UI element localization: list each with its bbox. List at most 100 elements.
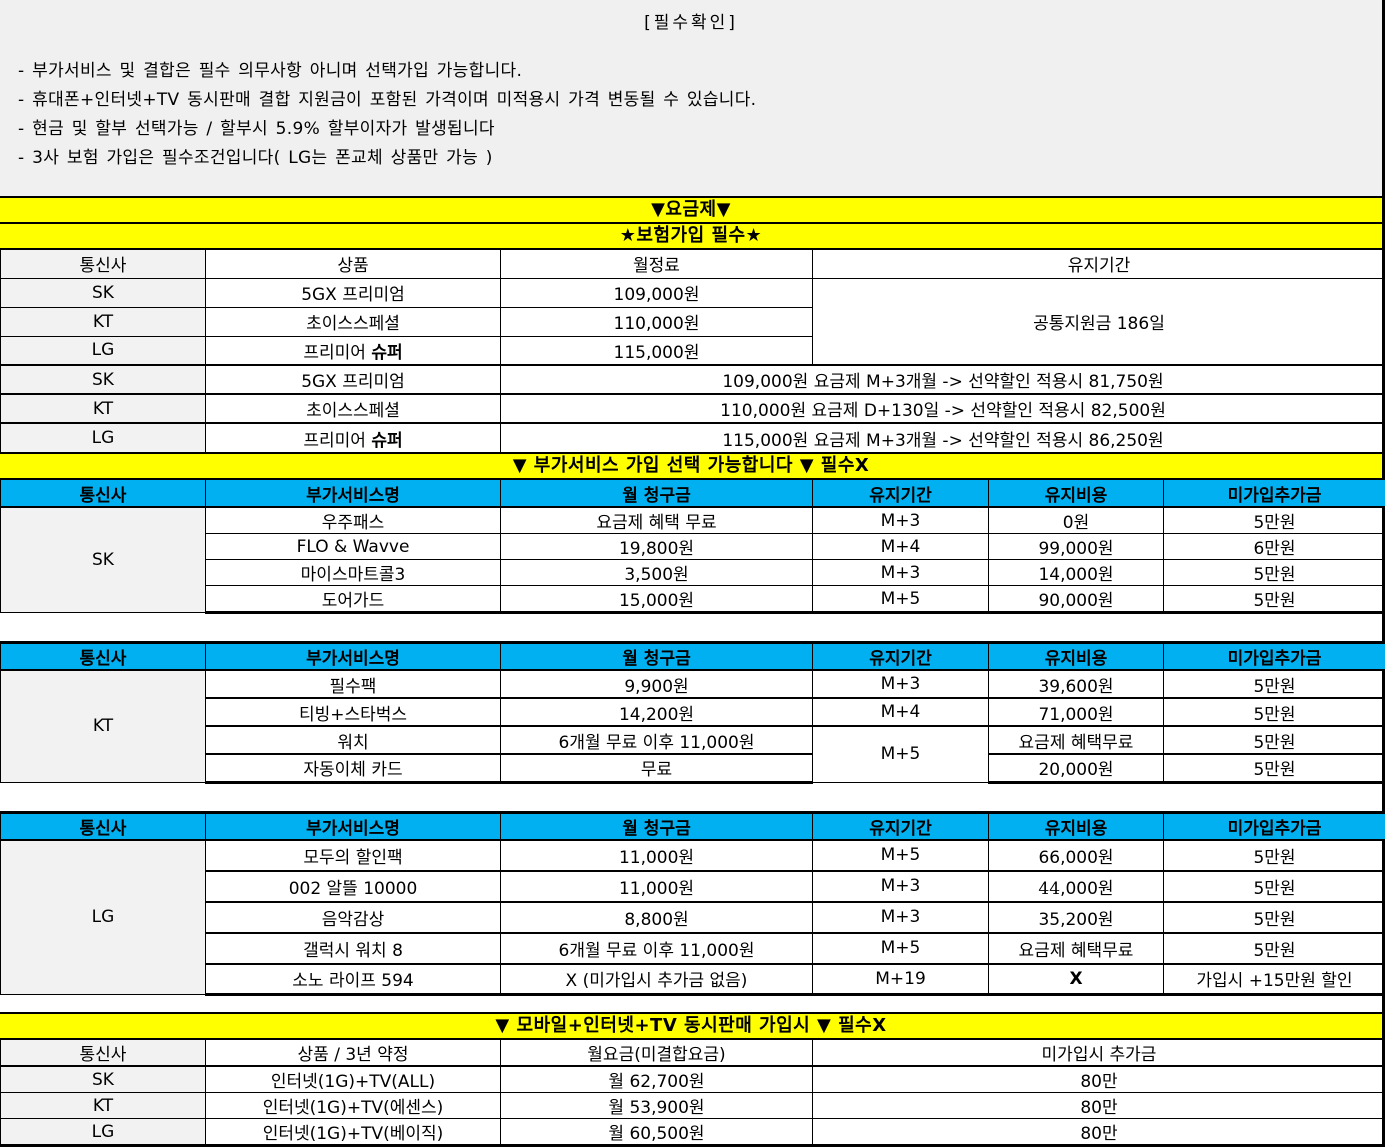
table-cell: 11,000원 [501, 840, 813, 871]
table-cell: M+19 [813, 964, 989, 995]
carrier-cell: KT [1, 307, 206, 336]
cell-text: 프리미어 [303, 343, 371, 363]
table-cell: 5GX 프리미엄 [206, 365, 501, 394]
carrier-cell: LG [1, 840, 206, 995]
note-list: - 부가서비스 및 결합은 필수 의무사항 아니며 선택가입 가능합니다. - … [0, 57, 1382, 173]
table-cell: M+5 [813, 933, 989, 964]
column-header: 미가입추가금 [1164, 643, 1385, 671]
table-cell: 6개월 무료 이후 11,000원 [501, 726, 813, 754]
column-header: 상품 [206, 250, 501, 278]
banner-plan: ▼요금제▼ [0, 196, 1382, 224]
table-cell: 5만원 [1164, 933, 1385, 964]
cell-text: ,000원 [1060, 879, 1114, 899]
table-cell: 11,000원 [501, 871, 813, 902]
table-cell: 9,900원 [501, 670, 813, 698]
table-cell: 갤럭시 워치 8 [206, 933, 501, 964]
table-cell: 공통지원금 186일 [813, 278, 1385, 365]
column-header: 유지비용 [989, 643, 1164, 671]
carrier-cell: LG [1, 1119, 206, 1146]
table-cell: 5만원 [1164, 754, 1385, 782]
table-cell: 109,000원 요금제 M+3개월 -> 선약할인 적용시 81,750원 [501, 365, 1385, 394]
table-cell: 무료 [501, 754, 813, 782]
column-header: 통신사 [1, 1040, 206, 1066]
column-header: 미가입추가금 [1164, 480, 1385, 507]
table-gap [0, 784, 1382, 811]
table-cell: 우주패스 [206, 507, 501, 534]
table-cell: M+3 [813, 507, 989, 534]
column-header: 부가서비스명 [206, 643, 501, 671]
table-cell: 109,000원 [501, 278, 813, 307]
table-cell: 5GX 프리미엄 [206, 278, 501, 307]
table-cell: 110,000원 [501, 307, 813, 336]
table-cell: 002 알뜰 10000 [206, 871, 501, 902]
column-header: 유지기간 [813, 643, 989, 671]
column-header: 유지비용 [989, 812, 1164, 840]
table-cell: 80만 [813, 1066, 1385, 1093]
table-cell: 5만원 [1164, 840, 1385, 871]
column-header: 유지비용 [989, 480, 1164, 507]
table-cell: 월 62,700원 [501, 1066, 813, 1093]
table-cell: M+3 [813, 560, 989, 586]
carrier-cell: KT [1, 394, 206, 423]
column-header: 월 청구금 [501, 812, 813, 840]
table-cell: 요금제 혜택무료 [989, 726, 1164, 754]
table-cell: 14,000원 [989, 560, 1164, 586]
table-cell: 5만원 [1164, 507, 1385, 534]
table-cell: X [989, 964, 1164, 995]
table-cell: 110,000원 요금제 D+130일 -> 선약할인 적용시 82,500원 [501, 394, 1385, 423]
table-cell: 39,600원 [989, 670, 1164, 698]
page-title: [필수확인] [0, 8, 1382, 33]
table-cell: 15,000원 [501, 586, 813, 613]
table-cell: 인터넷(1G)+TV(에센스) [206, 1093, 501, 1119]
table-cell: 프리미어 슈퍼 [206, 423, 501, 452]
carrier-cell: SK [1, 365, 206, 394]
table-cell: 인터넷(1G)+TV(베이직) [206, 1119, 501, 1146]
table-cell: 5만원 [1164, 698, 1385, 726]
table-cell: 소노 라이프 594 [206, 964, 501, 995]
column-header: 미가입시 추가금 [813, 1040, 1385, 1066]
cell-text: 44 [1038, 879, 1060, 899]
carrier-cell: LG [1, 423, 206, 452]
table-cell: 6개월 무료 이후 11,000원 [501, 933, 813, 964]
table-cell: 도어가드 [206, 586, 501, 613]
table-cell: M+5 [813, 726, 989, 782]
cell-text: 슈퍼 [371, 343, 402, 363]
table-cell: 35,200원 [989, 902, 1164, 933]
table-cell: 5만원 [1164, 902, 1385, 933]
table-cell: 초이스스페셜 [206, 307, 501, 336]
notes-section: [필수확인] - 부가서비스 및 결합은 필수 의무사항 아니며 선택가입 가능… [0, 0, 1382, 196]
column-header: 미가입추가금 [1164, 812, 1385, 840]
table-cell: 90,000원 [989, 586, 1164, 613]
table-cell: 인터넷(1G)+TV(ALL) [206, 1066, 501, 1093]
carrier-cell: SK [1, 278, 206, 307]
table-cell: 월 60,500원 [501, 1119, 813, 1146]
table-cell: 5만원 [1164, 726, 1385, 754]
table-cell: 115,000원 [501, 336, 813, 365]
table-gap [0, 614, 1382, 641]
carrier-cell: LG [1, 336, 206, 365]
column-header: 월요금(미결합요금) [501, 1040, 813, 1066]
table-cell: 0원 [989, 507, 1164, 534]
banner-bundle: ▼ 모바일+인터넷+TV 동시판매 가입시 ▼ 필수X [0, 1012, 1382, 1040]
column-header: 부가서비스명 [206, 812, 501, 840]
column-header: 유지기간 [813, 250, 1385, 278]
banner-addon: ▼ 부가서비스 가입 선택 가능합니다 ▼ 필수X [0, 452, 1382, 480]
banner-insurance: ★보험가입 필수★ [0, 224, 1382, 250]
table-cell: 80만 [813, 1119, 1385, 1146]
carrier-cell: SK [1, 507, 206, 613]
column-header: 상품 / 3년 약정 [206, 1040, 501, 1066]
cell-text: 프리미어 [303, 431, 371, 451]
